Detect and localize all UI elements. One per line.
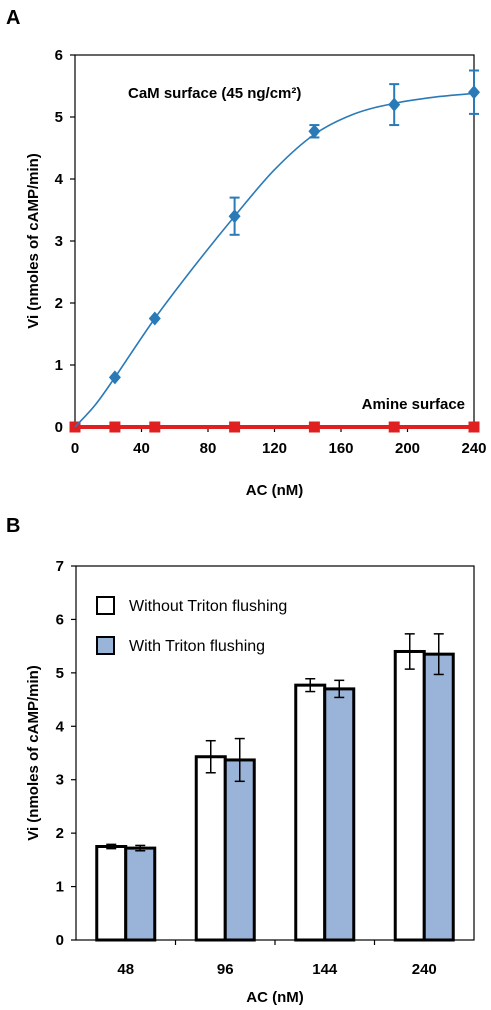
amine-data-point [149,421,161,433]
y-tick-label: 5 [55,109,63,126]
y-tick-label: 2 [55,295,63,312]
x-tick-label: 240 [461,440,486,457]
x-tick-label: 0 [71,440,79,457]
y-tick-label: 3 [55,233,63,250]
bar-without-triton [294,683,327,942]
amine-surface-annotation: Amine surface [362,396,465,413]
panel-b-label: B [6,515,20,537]
cam-data-point [148,311,161,326]
y-axis-title: Vi (nmoles of cAMP/min) [25,153,42,329]
x-category-label: 48 [117,961,134,978]
x-category-label: 240 [412,961,437,978]
y-tick-label: 6 [56,611,64,628]
y-tick-label: 2 [56,825,64,842]
bar-with-triton [223,758,256,942]
x-axis-title: AC (nM) [246,989,303,1006]
cam-fit-curve [74,92,475,428]
x-tick-label: 120 [262,440,287,457]
bar-without-triton [393,649,426,942]
cam-data-point [108,370,121,385]
x-category-label: 144 [312,961,338,978]
cam-data-point [468,85,480,100]
bar-without-triton [95,845,128,942]
panel-b-chart: 0 1 2 3 4 5 6 7 48 96 144 240 AC (nM) Vi (nmoles of c… [25,558,475,1006]
bar-with-triton [124,846,157,942]
bar-without-triton [194,755,227,942]
y-tick-label: 7 [56,558,64,575]
cam-data-point [388,97,401,112]
x-category-label: 96 [217,961,234,978]
y-tick-label: 5 [56,665,64,682]
y-tick-label: 1 [55,357,63,374]
legend-swatch [96,596,115,615]
amine-data-point [109,421,121,433]
panel-a-chart: 0 1 2 3 4 5 6 0 40 80 120 160 200 240 AC (nM) Vi (nmole… [25,47,487,499]
y-axis-title: Vi (nmoles of cAMP/min) [25,665,42,841]
x-axis-title: AC (nM) [246,482,303,499]
amine-data-point [229,421,241,433]
legend-label: Without Triton flushing [129,598,287,615]
plot-area-frame [74,54,475,428]
cam-surface-annotation: CaM surface (45 ng/cm²) [128,85,301,102]
cam-data-point [228,209,241,224]
cam-data-point [308,124,321,139]
x-tick-label: 40 [133,440,150,457]
x-tick-label: 80 [200,440,217,457]
x-tick-label: 160 [328,440,353,457]
amine-data-point [308,421,320,433]
x-tick-label: 200 [395,440,420,457]
y-tick-label: 0 [55,419,63,436]
bar-with-triton [422,652,455,942]
y-tick-label: 1 [56,879,64,896]
y-tick-label: 6 [55,47,63,64]
panel-a-label: A [6,7,20,29]
amine-data-point [468,421,480,433]
legend-swatch [96,636,115,655]
legend-label: With Triton flushing [129,638,265,655]
amine-data-point [388,421,400,433]
y-tick-label: 4 [55,171,64,188]
bar-with-triton [323,687,356,942]
y-tick-label: 0 [56,932,64,949]
y-tick-label: 3 [56,772,64,789]
y-tick-label: 4 [56,718,65,735]
